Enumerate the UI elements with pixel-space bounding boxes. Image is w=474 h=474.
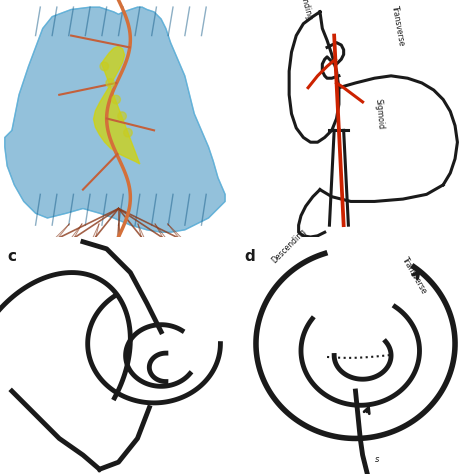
Circle shape [100, 62, 109, 71]
Circle shape [118, 112, 127, 120]
Circle shape [124, 128, 132, 137]
Polygon shape [5, 7, 225, 232]
Text: d: d [244, 249, 255, 264]
Text: Transverse: Transverse [401, 256, 429, 296]
Polygon shape [93, 46, 140, 164]
Text: Sigmoid: Sigmoid [374, 99, 385, 130]
Text: Descending: Descending [293, 0, 313, 21]
Text: Transverse: Transverse [390, 5, 406, 47]
Circle shape [112, 95, 120, 104]
Text: Descending: Descending [270, 227, 308, 265]
Text: c: c [7, 249, 16, 264]
Text: s: s [374, 455, 379, 464]
Circle shape [106, 79, 115, 87]
